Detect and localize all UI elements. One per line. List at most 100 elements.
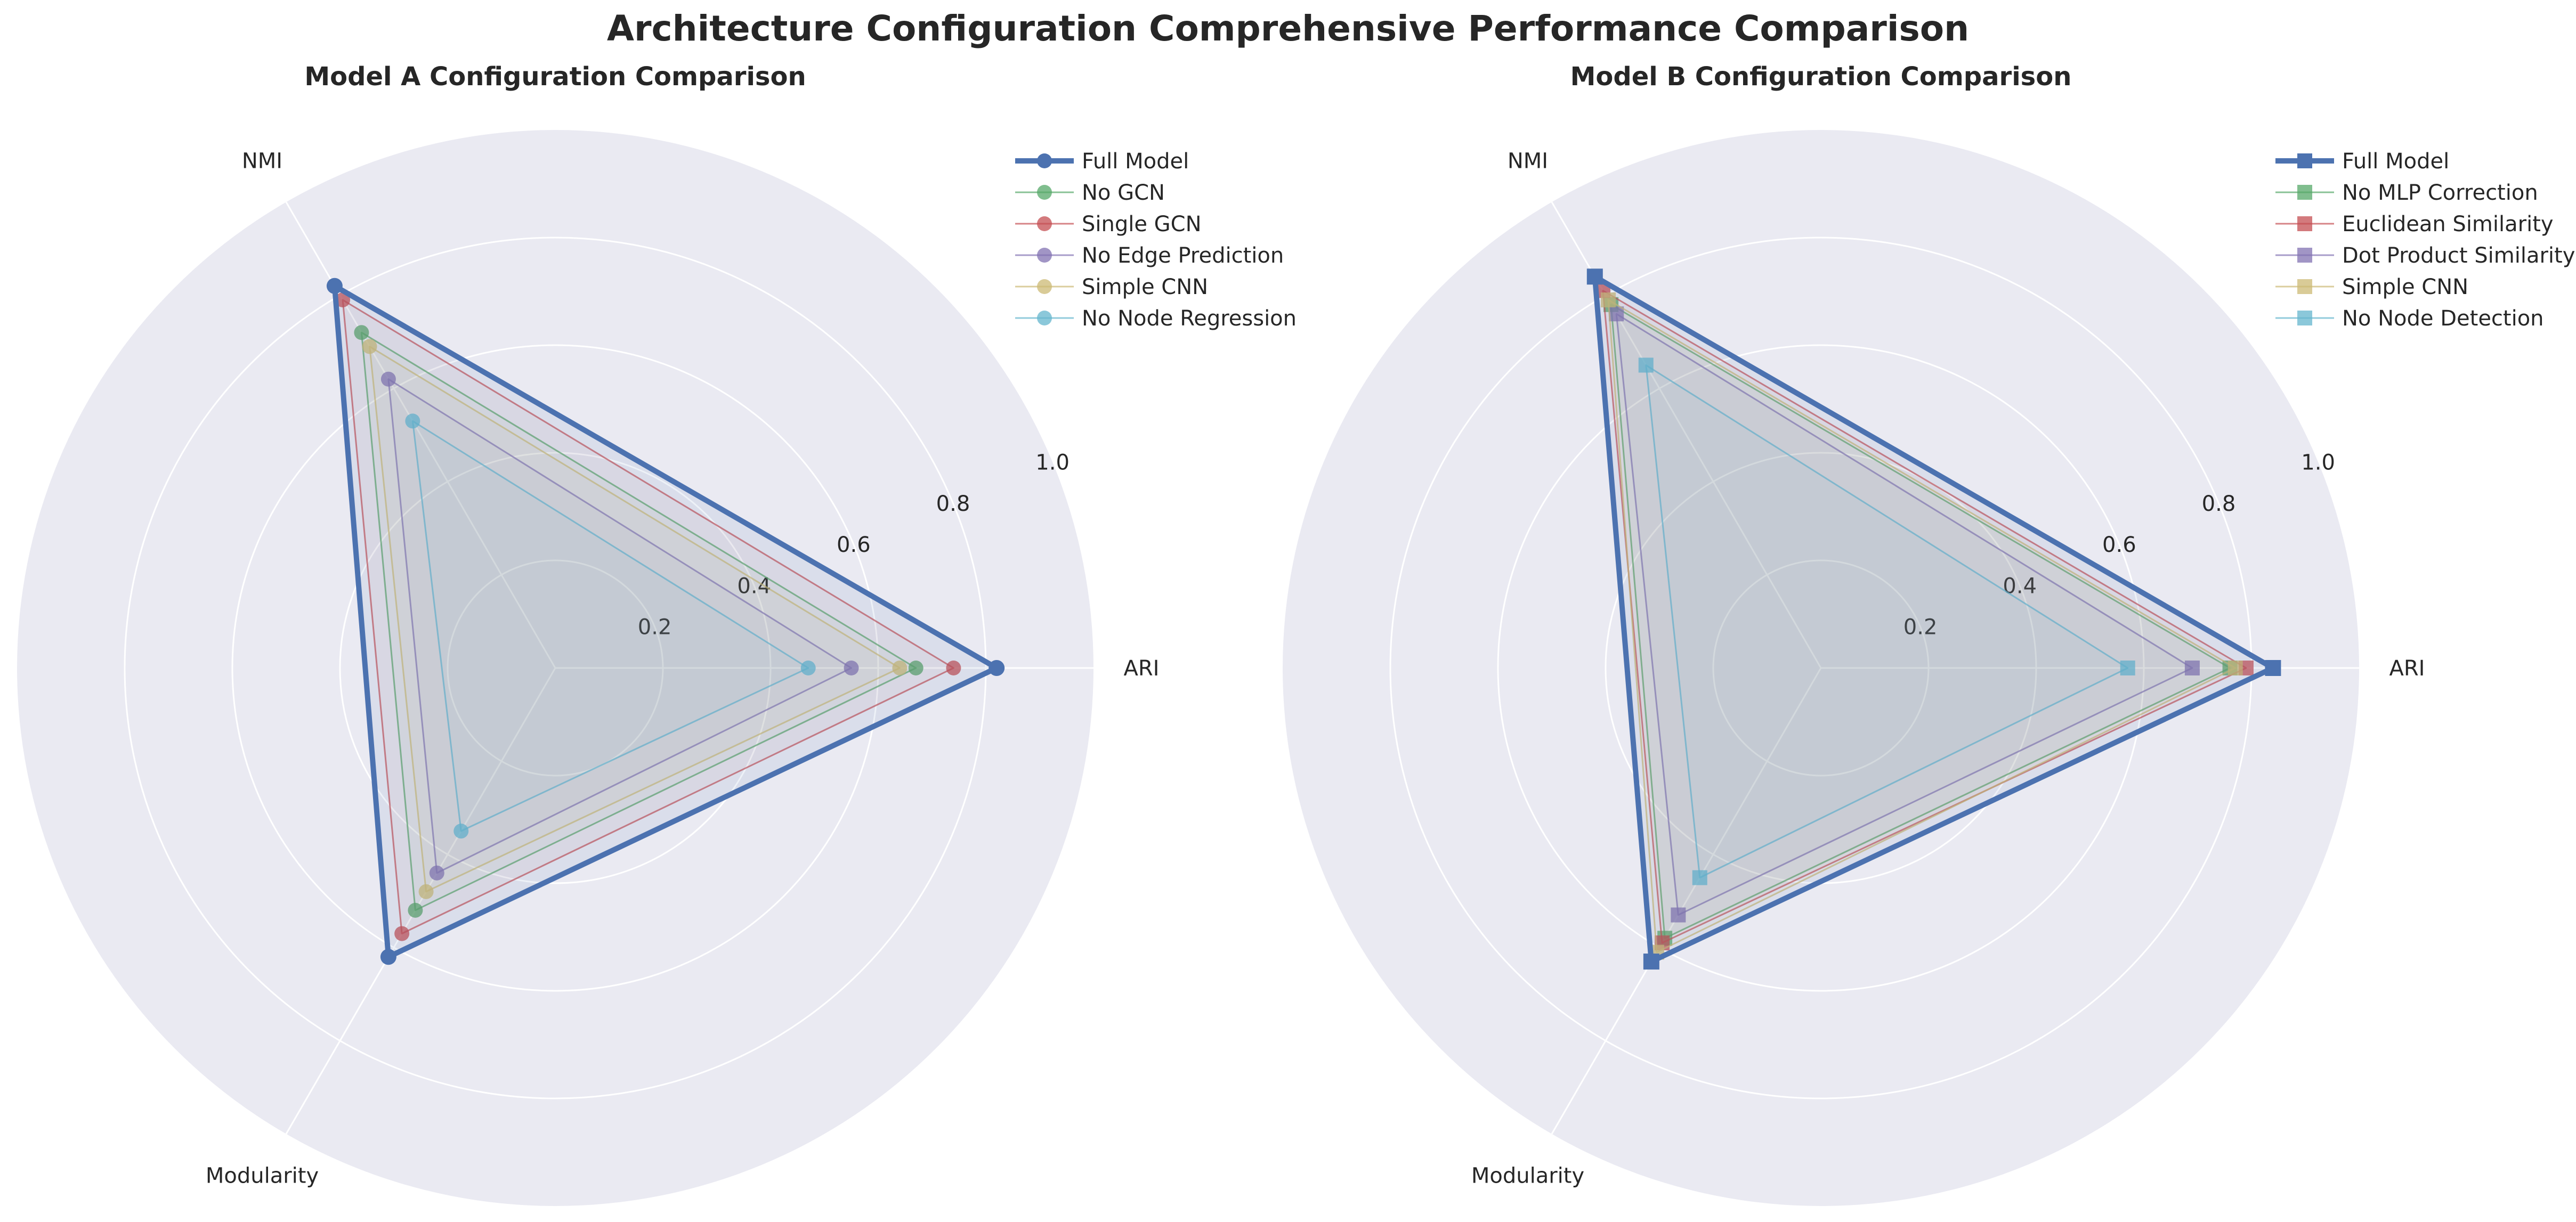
data-point: [1638, 357, 1654, 373]
data-point: [394, 926, 410, 941]
radial-tick-label: 0.2: [638, 615, 672, 640]
data-point: [892, 661, 908, 675]
series-line: [1615, 313, 2193, 916]
data-point: [2265, 660, 2281, 676]
data-point: [418, 884, 434, 899]
data-point: [908, 661, 924, 675]
data-point: [362, 339, 377, 354]
legend-item-no-mlp-correction: No MLP Correction: [2275, 181, 2538, 205]
series-line: [1645, 364, 2129, 879]
axis-label-nmi: NMI: [1508, 149, 1548, 173]
legend: Full Model No GCN Single GCN No Edge Predic…: [1015, 149, 1297, 331]
legend-marker: [1037, 153, 1052, 168]
radial-tick-label: 0.2: [1903, 615, 1938, 640]
data-point: [335, 292, 351, 307]
data-point: [1609, 306, 1624, 322]
legend-item-no-node-regression: No Node Regression: [1015, 306, 1297, 331]
series-fill: [361, 332, 916, 910]
series-line: [1592, 274, 2276, 965]
legend-item-no-gcn: No GCN: [1015, 181, 1165, 205]
series-line: [1610, 304, 2231, 939]
data-point: [1692, 870, 1707, 885]
series-fill: [1616, 314, 2192, 915]
legend-label: Single GCN: [1082, 212, 1202, 237]
legend-marker: [1037, 216, 1052, 231]
series-fill: [1608, 300, 2235, 952]
axis-label-modularity: Modularity: [1471, 1164, 1584, 1188]
legend-marker: [1037, 311, 1052, 325]
radial-tick-label: 0.6: [837, 533, 871, 557]
legend-label: No GCN: [1082, 181, 1165, 205]
series-line: [387, 378, 852, 874]
legend-label: Full Model: [1082, 149, 1189, 174]
legend-item-euclidean-similarity: Euclidean Similarity: [2275, 212, 2554, 237]
data-point: [380, 371, 396, 387]
legend-label: Simple CNN: [2342, 275, 2468, 299]
legend-item-dot-product-similarity: Dot Product Similarity: [2275, 243, 2575, 268]
legend-item-simple-cnn: Simple CNN: [2275, 275, 2468, 299]
series-line: [1607, 299, 2237, 954]
legend-label: No Edge Prediction: [1082, 243, 1284, 268]
data-point: [1601, 292, 1616, 307]
series-single-gcn: [335, 292, 961, 941]
data-point: [380, 949, 396, 965]
legend-marker: [2297, 311, 2312, 325]
legend-marker: [2297, 279, 2312, 294]
radar-panel-model-a: Model A Configuration Comparison0.20.40.…: [17, 62, 1297, 1206]
figure-title: Architecture Configuration Comprehensive…: [607, 8, 1969, 49]
series-fill: [412, 421, 808, 832]
data-point: [326, 278, 343, 294]
chart-title: Model A Configuration Comparison: [304, 62, 806, 92]
series-simple-cnn: [1601, 292, 2243, 960]
legend-label: Dot Product Similarity: [2342, 243, 2575, 268]
legend-marker: [2297, 153, 2312, 168]
series-simple-cnn: [362, 339, 908, 899]
radial-tick-label: 0.8: [2202, 492, 2236, 516]
series-line: [342, 299, 954, 935]
data-point: [429, 865, 444, 881]
legend: Full Model No MLP Correction Euclidean Sim…: [2275, 149, 2575, 331]
series-no-gcn: [354, 325, 924, 918]
radial-tick-label: 1.0: [2301, 450, 2335, 475]
data-point: [800, 661, 816, 675]
legend-label: Simple CNN: [1082, 275, 1208, 299]
data-point: [408, 902, 423, 918]
legend-label: No MLP Correction: [2342, 181, 2538, 205]
legend-marker: [2297, 185, 2312, 200]
data-point: [405, 413, 420, 429]
data-point: [354, 325, 369, 340]
axis-label-modularity: Modularity: [206, 1164, 319, 1188]
series-fill: [1594, 276, 2273, 962]
legend-marker: [1037, 248, 1052, 263]
legend-item-full-model: Full Model: [1015, 149, 1189, 174]
series-line: [331, 283, 1000, 960]
series-fill: [1603, 290, 2246, 943]
data-point: [1586, 268, 1603, 285]
series-line: [360, 331, 917, 911]
data-point: [989, 660, 1005, 676]
data-point: [1671, 907, 1686, 923]
radar-panel-model-b: Model B Configuration Comparison 0.2 0.4 0.…: [1283, 62, 2575, 1206]
legend-marker: [1037, 185, 1052, 200]
legend-marker: [2297, 248, 2312, 263]
radial-tick-label: 0.8: [936, 492, 970, 516]
legend-item-no-node-detection: No Node Detection: [2275, 306, 2544, 331]
radial-tick-label: 0.6: [2102, 533, 2136, 557]
legend-item-single-gcn: Single GCN: [1015, 212, 1202, 237]
grid-spoke: [1551, 667, 1822, 1135]
legend-label: No Node Detection: [2342, 306, 2544, 331]
legend-item-no-edge-prediction: No Edge Prediction: [1015, 243, 1284, 268]
series-no-node-detection: [1638, 357, 2135, 885]
axis-label-ari: ARI: [2389, 656, 2425, 681]
series-fill: [369, 346, 900, 892]
series-dot-product-similarity: [1609, 306, 2200, 923]
axis-label-ari: ARI: [1124, 656, 1160, 681]
legend-item-simple-cnn: Simple CNN: [1015, 275, 1208, 299]
legend-label: Full Model: [2342, 149, 2449, 174]
radial-tick-label: 0.4: [2003, 574, 2037, 598]
series-fill: [343, 300, 954, 934]
legend-marker: [2297, 216, 2312, 231]
series-fill: [334, 286, 997, 957]
axis-label-nmi: NMI: [242, 149, 282, 173]
